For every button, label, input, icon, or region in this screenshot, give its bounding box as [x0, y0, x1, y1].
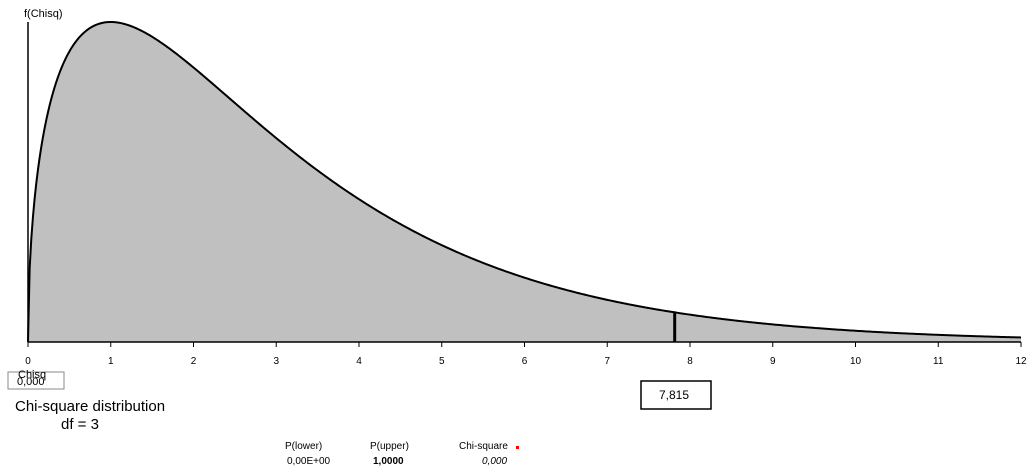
df-row: df = 3 — [61, 416, 99, 433]
chisq-input-box[interactable] — [7, 371, 65, 390]
red-marker — [516, 446, 519, 449]
x-tick-label: 8 — [687, 356, 693, 367]
x-tick-label: 11 — [933, 356, 944, 367]
x-tick-label: 0 — [25, 356, 31, 367]
p-lower-header: P(lower) — [285, 441, 323, 452]
p-upper-value: 1,0000 — [373, 456, 404, 467]
df-label: df = — [61, 416, 87, 433]
x-tick-label: 7 — [604, 356, 610, 367]
y-axis-label: f(Chisq) — [24, 8, 63, 20]
df-value: 3 — [90, 416, 99, 433]
x-tick-label: 9 — [770, 356, 776, 367]
p-upper-header: P(upper) — [370, 441, 409, 452]
chi-square-value[interactable]: 0,000 — [482, 456, 508, 467]
critical-value-box[interactable] — [640, 380, 712, 410]
density-area — [28, 22, 1021, 342]
chi-square-header: Chi-square — [459, 441, 508, 452]
x-tick-label: 5 — [439, 356, 445, 367]
chart-title: Chi-square distribution — [15, 398, 166, 415]
p-lower-value: 0,00E+00 — [287, 456, 331, 467]
density-curve — [27, 20, 1022, 343]
x-tick-label: 12 — [1015, 356, 1027, 367]
critical-value-label: 7,815 — [659, 388, 690, 402]
chisq-input-value[interactable]: 0,000 — [17, 376, 45, 388]
x-tick-label: 1 — [108, 356, 114, 367]
x-tick-label: 6 — [522, 356, 528, 367]
x-tick-label: 2 — [191, 356, 197, 367]
x-axis-label: Chisq — [18, 369, 47, 381]
x-tick-label: 4 — [356, 356, 362, 367]
x-tick-label: 10 — [850, 356, 862, 367]
x-ticks: 0 1 2 3 4 5 6 7 8 9 10 11 12 — [25, 342, 1027, 367]
x-tick-label: 3 — [273, 356, 279, 367]
